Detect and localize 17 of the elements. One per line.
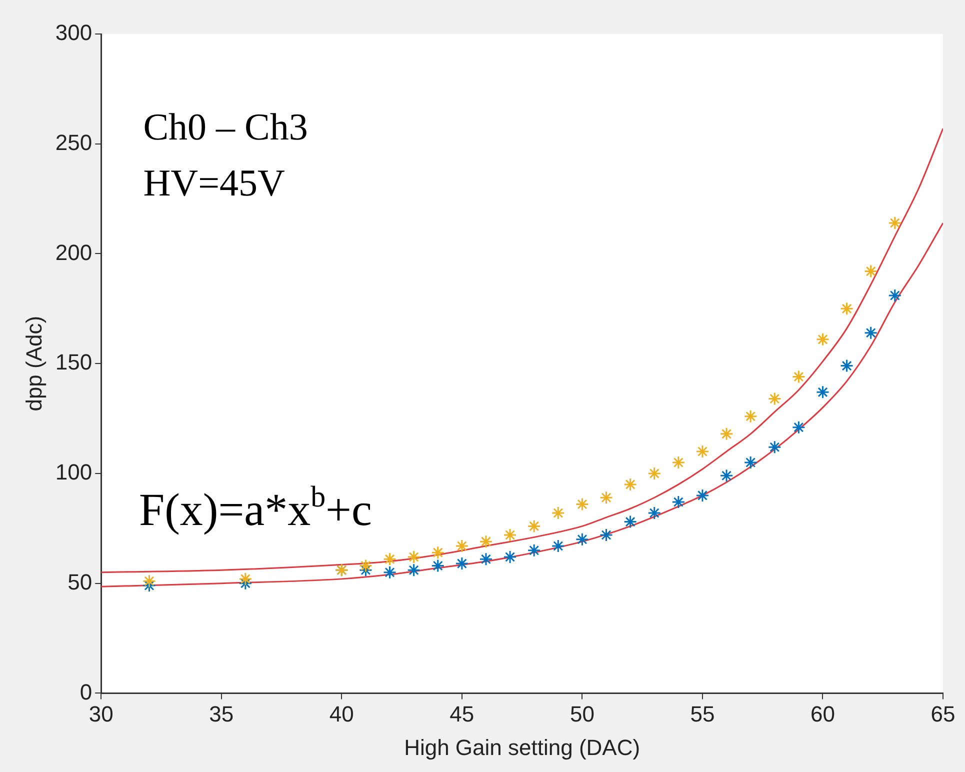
x-axis-title: High Gain setting (DAC) [404, 734, 640, 760]
annotation: Ch0 – Ch3 [143, 106, 308, 148]
x-tick-label: 45 [450, 701, 474, 726]
x-tick-label: 60 [810, 701, 835, 726]
annotation: HV=45V [143, 162, 286, 205]
y-tick-label: 300 [55, 20, 92, 46]
x-tick-label: 50 [570, 701, 594, 726]
y-tick-label: 150 [55, 350, 92, 375]
x-tick-label: 35 [209, 701, 234, 726]
y-axis-title: dpp (Adc) [21, 316, 46, 412]
y-tick-label: 50 [68, 569, 92, 594]
y-tick-label: 200 [55, 240, 92, 265]
x-tick-label: 40 [329, 701, 354, 726]
y-tick-label: 100 [55, 460, 92, 485]
x-tick-label: 65 [930, 701, 956, 726]
x-tick-label: 55 [690, 701, 715, 726]
y-tick-label: 250 [55, 130, 92, 155]
